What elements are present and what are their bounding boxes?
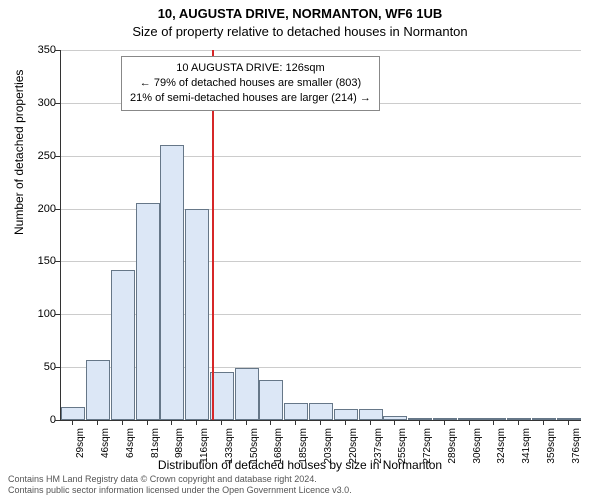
histogram-bar [482,418,506,420]
histogram-bar [259,380,283,420]
gridline-h [61,156,581,157]
x-tick-mark [97,420,98,425]
histogram-bar [334,409,358,420]
y-tick-label: 150 [16,255,56,267]
histogram-bar [433,418,457,420]
x-tick-mark [370,420,371,425]
chart-title-line2: Size of property relative to detached ho… [0,24,600,39]
y-tick-mark [55,209,60,210]
histogram-bar [458,418,482,420]
y-tick-mark [55,156,60,157]
x-tick-mark [147,420,148,425]
y-tick-label: 200 [16,203,56,215]
chart-title-line1: 10, AUGUSTA DRIVE, NORMANTON, WF6 1UB [0,6,600,21]
x-tick-label: 116sqm [199,428,210,463]
x-tick-mark [493,420,494,425]
annotation-line2: ← 79% of detached houses are smaller (80… [130,76,371,91]
x-tick-mark [171,420,172,425]
x-tick-mark [518,420,519,425]
y-tick-mark [55,420,60,421]
x-tick-mark [394,420,395,425]
x-tick-label: 98sqm [174,428,185,458]
annotation-line3: 21% of semi-detached houses are larger (… [130,91,371,106]
x-tick-label: 324sqm [496,428,507,464]
x-tick-mark [196,420,197,425]
x-tick-label: 341sqm [521,428,532,464]
x-tick-mark [295,420,296,425]
y-tick-mark [55,367,60,368]
x-tick-label: 64sqm [125,428,136,458]
x-tick-label: 255sqm [397,428,408,464]
footer-line2: Contains public sector information licen… [8,485,352,496]
y-tick-mark [55,261,60,262]
x-tick-label: 376sqm [571,428,582,464]
x-tick-mark [345,420,346,425]
x-tick-label: 185sqm [298,428,309,464]
histogram-bar [284,403,308,420]
y-tick-label: 0 [16,414,56,426]
footer-line1: Contains HM Land Registry data © Crown c… [8,474,352,485]
gridline-h [61,50,581,51]
x-tick-label: 168sqm [273,428,284,464]
y-tick-label: 50 [16,361,56,373]
histogram-bar [532,418,556,420]
x-tick-mark [568,420,569,425]
x-tick-label: 272sqm [422,428,433,464]
histogram-bar [557,418,581,420]
y-tick-label: 300 [16,97,56,109]
y-tick-mark [55,50,60,51]
x-tick-label: 203sqm [323,428,334,464]
histogram-bar [408,418,432,420]
x-tick-label: 81sqm [150,428,161,458]
histogram-bar [507,418,531,420]
y-tick-label: 100 [16,308,56,320]
histogram-bar [136,203,160,420]
x-tick-mark [419,420,420,425]
x-tick-label: 359sqm [546,428,557,464]
annotation-box: 10 AUGUSTA DRIVE: 126sqm ← 79% of detach… [121,56,380,111]
x-tick-mark [221,420,222,425]
histogram-bar [383,416,407,420]
x-tick-mark [246,420,247,425]
x-tick-mark [270,420,271,425]
histogram-bar [185,209,209,420]
histogram-bar [61,407,85,420]
x-tick-label: 220sqm [348,428,359,464]
chart-container: 10, AUGUSTA DRIVE, NORMANTON, WF6 1UB Si… [0,0,600,500]
x-tick-label: 46sqm [100,428,111,458]
x-tick-label: 29sqm [75,428,86,458]
x-tick-mark [543,420,544,425]
histogram-bar [235,368,259,420]
x-tick-label: 133sqm [224,428,235,464]
y-tick-mark [55,314,60,315]
y-tick-label: 350 [16,44,56,56]
footer-text: Contains HM Land Registry data © Crown c… [8,474,352,496]
histogram-bar [359,409,383,420]
histogram-bar [86,360,110,420]
x-tick-mark [469,420,470,425]
x-tick-label: 237sqm [373,428,384,464]
x-tick-mark [444,420,445,425]
x-tick-label: 150sqm [249,428,260,464]
plot-area: 10 AUGUSTA DRIVE: 126sqm ← 79% of detach… [60,50,581,421]
histogram-bar [309,403,333,420]
x-tick-mark [320,420,321,425]
y-tick-mark [55,103,60,104]
x-tick-label: 306sqm [472,428,483,464]
histogram-bar [160,145,184,420]
x-tick-label: 289sqm [447,428,458,464]
histogram-bar [111,270,135,420]
annotation-line1: 10 AUGUSTA DRIVE: 126sqm [130,61,371,76]
x-tick-mark [122,420,123,425]
y-tick-label: 250 [16,150,56,162]
x-tick-mark [72,420,73,425]
